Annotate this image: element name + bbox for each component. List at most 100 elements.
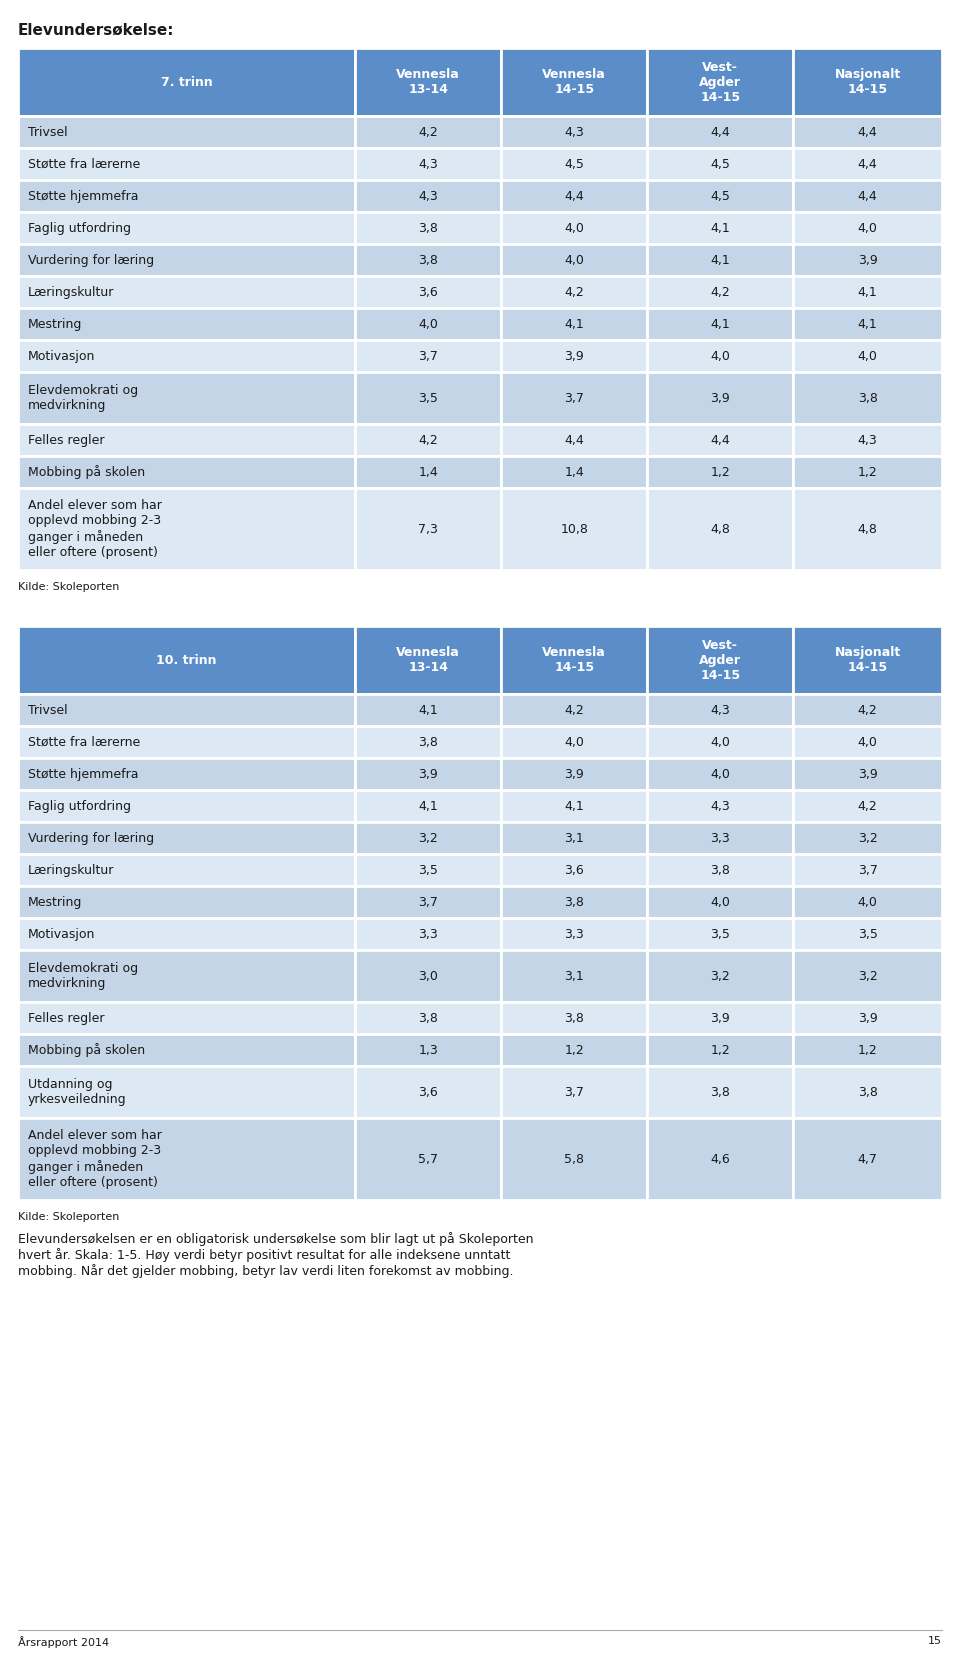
Bar bbox=[501, 790, 647, 822]
Text: 3,5: 3,5 bbox=[857, 927, 877, 940]
Text: 3,3: 3,3 bbox=[710, 832, 731, 845]
Bar bbox=[647, 148, 793, 180]
Bar bbox=[355, 457, 501, 488]
Text: Felles regler: Felles regler bbox=[28, 433, 105, 447]
Text: Støtte hjemmefra: Støtte hjemmefra bbox=[28, 190, 138, 202]
Text: Andel elever som har
opplevd mobbing 2-3
ganger i måneden
eller oftere (prosent): Andel elever som har opplevd mobbing 2-3… bbox=[28, 500, 162, 558]
Bar bbox=[647, 117, 793, 148]
Text: Mobbing på skolen: Mobbing på skolen bbox=[28, 465, 145, 478]
Text: 3,8: 3,8 bbox=[419, 253, 438, 267]
Text: Mestring: Mestring bbox=[28, 895, 83, 909]
Bar bbox=[501, 885, 647, 919]
Bar bbox=[647, 885, 793, 919]
Text: Elevundersøkelsen er en obligatorisk undersøkelse som blir lagt ut på Skoleporte: Elevundersøkelsen er en obligatorisk und… bbox=[18, 1232, 534, 1279]
Text: 15: 15 bbox=[928, 1635, 942, 1645]
Text: 3,5: 3,5 bbox=[710, 927, 731, 940]
Text: 3,8: 3,8 bbox=[710, 1085, 731, 1099]
Bar bbox=[18, 488, 355, 570]
Bar bbox=[355, 790, 501, 822]
Text: 4,2: 4,2 bbox=[419, 433, 438, 447]
Text: 3,9: 3,9 bbox=[564, 767, 584, 780]
Bar bbox=[501, 243, 647, 277]
Text: 4,2: 4,2 bbox=[564, 703, 584, 717]
Text: Støtte hjemmefra: Støtte hjemmefra bbox=[28, 767, 138, 780]
Text: Elevdemokrati og
medvirkning: Elevdemokrati og medvirkning bbox=[28, 962, 138, 990]
Bar bbox=[793, 693, 942, 727]
Text: 4,5: 4,5 bbox=[710, 190, 731, 202]
Bar bbox=[647, 423, 793, 457]
Text: 4,0: 4,0 bbox=[710, 735, 731, 748]
Text: Årsrapport 2014: Årsrapport 2014 bbox=[18, 1635, 109, 1649]
Bar bbox=[355, 1002, 501, 1034]
Bar bbox=[18, 790, 355, 822]
Text: 3,1: 3,1 bbox=[564, 970, 584, 982]
Bar bbox=[793, 758, 942, 790]
Text: 4,0: 4,0 bbox=[857, 735, 877, 748]
Bar bbox=[501, 758, 647, 790]
Bar bbox=[793, 885, 942, 919]
Bar bbox=[355, 243, 501, 277]
Bar bbox=[793, 919, 942, 950]
Text: 1,2: 1,2 bbox=[857, 1044, 877, 1057]
Text: 4,0: 4,0 bbox=[710, 350, 731, 362]
Bar bbox=[793, 277, 942, 308]
Bar bbox=[355, 277, 501, 308]
Text: 3,8: 3,8 bbox=[564, 895, 585, 909]
Text: 3,2: 3,2 bbox=[857, 970, 877, 982]
Bar bbox=[501, 1034, 647, 1065]
Bar bbox=[793, 372, 942, 423]
Text: Trivsel: Trivsel bbox=[28, 703, 67, 717]
Bar bbox=[501, 180, 647, 212]
Bar bbox=[501, 627, 647, 693]
Text: 3,5: 3,5 bbox=[419, 392, 438, 405]
Bar bbox=[647, 212, 793, 243]
Text: 3,8: 3,8 bbox=[710, 864, 731, 877]
Text: 3,0: 3,0 bbox=[419, 970, 438, 982]
Text: 4,3: 4,3 bbox=[419, 190, 438, 202]
Text: Vest-
Agder
14-15: Vest- Agder 14-15 bbox=[699, 638, 741, 682]
Bar bbox=[18, 885, 355, 919]
Text: 4,1: 4,1 bbox=[857, 285, 877, 298]
Bar bbox=[793, 340, 942, 372]
Bar bbox=[355, 488, 501, 570]
Bar bbox=[18, 180, 355, 212]
Text: 3,3: 3,3 bbox=[564, 927, 584, 940]
Text: 4,1: 4,1 bbox=[710, 253, 731, 267]
Bar bbox=[355, 117, 501, 148]
Text: Vest-
Agder
14-15: Vest- Agder 14-15 bbox=[699, 60, 741, 103]
Text: 4,4: 4,4 bbox=[564, 190, 584, 202]
Bar bbox=[18, 854, 355, 885]
Bar bbox=[18, 277, 355, 308]
Text: 4,1: 4,1 bbox=[564, 800, 584, 812]
Text: 4,0: 4,0 bbox=[419, 317, 438, 330]
Bar bbox=[501, 148, 647, 180]
Bar bbox=[355, 212, 501, 243]
Bar bbox=[793, 180, 942, 212]
Text: Faglig utfordring: Faglig utfordring bbox=[28, 222, 131, 235]
Text: 4,1: 4,1 bbox=[710, 317, 731, 330]
Bar bbox=[647, 1034, 793, 1065]
Text: 3,2: 3,2 bbox=[710, 970, 731, 982]
Text: Nasjonalt
14-15: Nasjonalt 14-15 bbox=[834, 647, 900, 673]
Text: Læringskultur: Læringskultur bbox=[28, 864, 114, 877]
Bar bbox=[18, 693, 355, 727]
Text: 1,4: 1,4 bbox=[564, 465, 584, 478]
Bar bbox=[793, 488, 942, 570]
Text: 3,8: 3,8 bbox=[857, 392, 877, 405]
Bar bbox=[793, 1002, 942, 1034]
Bar bbox=[18, 758, 355, 790]
Bar bbox=[18, 1065, 355, 1119]
Bar bbox=[355, 758, 501, 790]
Bar bbox=[647, 1002, 793, 1034]
Text: Motivasjon: Motivasjon bbox=[28, 927, 95, 940]
Bar bbox=[18, 457, 355, 488]
Text: 3,6: 3,6 bbox=[419, 285, 438, 298]
Bar bbox=[793, 423, 942, 457]
Bar bbox=[501, 423, 647, 457]
Text: 4,3: 4,3 bbox=[419, 157, 438, 170]
Bar bbox=[647, 308, 793, 340]
Bar bbox=[793, 790, 942, 822]
Text: 4,1: 4,1 bbox=[419, 703, 438, 717]
Text: Læringskultur: Læringskultur bbox=[28, 285, 114, 298]
Text: Motivasjon: Motivasjon bbox=[28, 350, 95, 362]
